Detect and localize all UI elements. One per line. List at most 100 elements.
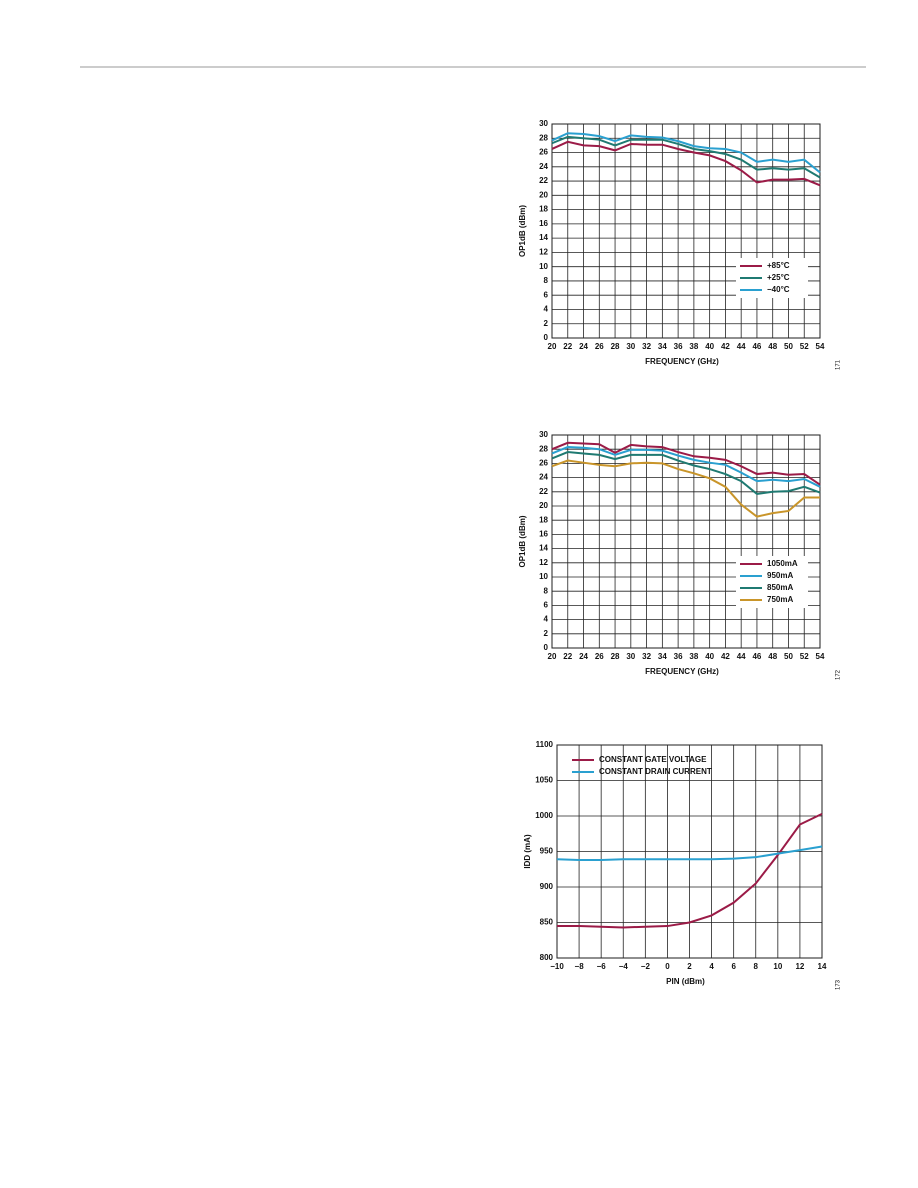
y-tick-label: 16 — [539, 530, 548, 539]
figure-number: 173 — [836, 979, 842, 990]
x-tick-label: 42 — [721, 652, 730, 661]
x-tick-label: 2 — [687, 962, 692, 971]
x-tick-label: 54 — [816, 342, 825, 351]
y-axis-label: IDD (mA) — [523, 834, 532, 869]
y-tick-label: 18 — [539, 205, 548, 214]
legend-label: +85°C — [767, 261, 790, 270]
y-axis-label: OP1dB (dBm) — [518, 515, 527, 567]
x-tick-label: 36 — [674, 652, 683, 661]
legend-label: −40°C — [767, 285, 790, 294]
x-tick-label: 26 — [595, 342, 604, 351]
y-tick-label: 8 — [544, 586, 549, 595]
x-tick-label: −8 — [575, 962, 585, 971]
series-line — [557, 812, 823, 929]
y-tick-label: 10 — [539, 572, 548, 581]
y-tick-label: 10 — [539, 262, 548, 271]
x-tick-label: 12 — [795, 962, 804, 971]
y-tick-label: 12 — [539, 558, 548, 567]
x-tick-label: 32 — [642, 652, 651, 661]
series-line — [551, 446, 821, 488]
x-tick-label: −10 — [550, 962, 564, 971]
y-tick-label: 800 — [540, 953, 554, 962]
y-tick-label: 950 — [540, 847, 554, 856]
x-tick-label: 20 — [548, 342, 557, 351]
y-tick-label: 14 — [539, 233, 548, 242]
legend-label: CONSTANT GATE VOLTAGE — [599, 755, 707, 764]
y-tick-label: 4 — [544, 305, 549, 314]
x-axis-label: PIN (dBm) — [666, 977, 705, 986]
x-tick-label: 10 — [773, 962, 782, 971]
y-tick-label: 14 — [539, 544, 548, 553]
x-tick-label: 34 — [658, 652, 667, 661]
y-tick-label: 12 — [539, 248, 548, 257]
x-tick-label: 20 — [548, 652, 557, 661]
x-tick-label: 46 — [752, 342, 761, 351]
series-line — [551, 451, 821, 495]
x-tick-label: 48 — [768, 652, 777, 661]
series-line — [551, 132, 821, 174]
x-tick-label: 38 — [689, 652, 698, 661]
legend-label: 850mA — [767, 583, 793, 592]
series-line — [556, 845, 823, 862]
y-tick-label: 850 — [540, 918, 554, 927]
y-tick-label: 24 — [539, 473, 548, 482]
x-tick-label: 42 — [721, 342, 730, 351]
y-tick-label: 26 — [539, 148, 548, 157]
x-tick-label: 32 — [642, 342, 651, 351]
y-tick-label: 22 — [539, 176, 548, 185]
x-tick-label: 38 — [689, 342, 698, 351]
series-line — [551, 135, 821, 179]
x-tick-label: 6 — [731, 962, 736, 971]
x-tick-label: 46 — [752, 652, 761, 661]
x-tick-label: 30 — [626, 652, 635, 661]
x-tick-label: 30 — [626, 342, 635, 351]
y-tick-label: 20 — [539, 190, 548, 199]
y-axis-label: OP1dB (dBm) — [518, 205, 527, 257]
y-tick-label: 6 — [544, 601, 549, 610]
x-tick-label: 36 — [674, 342, 683, 351]
plot-area — [551, 434, 821, 649]
x-tick-label: 0 — [665, 962, 670, 971]
y-tick-label: 16 — [539, 219, 548, 228]
x-tick-label: 50 — [784, 652, 793, 661]
y-tick-label: 28 — [539, 444, 548, 453]
x-tick-label: 52 — [800, 652, 809, 661]
y-tick-label: 30 — [539, 119, 548, 128]
x-tick-label: 34 — [658, 342, 667, 351]
y-tick-label: 0 — [544, 333, 549, 342]
x-tick-label: 50 — [784, 342, 793, 351]
y-tick-label: 2 — [544, 319, 549, 328]
plot-area — [551, 123, 821, 339]
x-tick-label: 48 — [768, 342, 777, 351]
y-tick-label: 6 — [544, 290, 549, 299]
series-line — [551, 140, 821, 187]
x-axis-label: FREQUENCY (GHz) — [645, 667, 719, 676]
y-tick-label: 1100 — [536, 740, 554, 749]
x-tick-label: 24 — [579, 342, 588, 351]
x-tick-label: 14 — [818, 962, 827, 971]
y-tick-label: 0 — [544, 643, 549, 652]
legend-label: 950mA — [767, 571, 793, 580]
y-tick-label: 26 — [539, 459, 548, 468]
x-tick-label: 22 — [563, 342, 572, 351]
y-tick-label: 18 — [539, 515, 548, 524]
series-line — [551, 441, 821, 486]
y-tick-label: 2 — [544, 629, 549, 638]
x-tick-label: 22 — [563, 652, 572, 661]
x-tick-label: 40 — [705, 652, 714, 661]
x-tick-label: 4 — [709, 962, 714, 971]
y-tick-label: 20 — [539, 501, 548, 510]
y-tick-label: 4 — [544, 615, 549, 624]
legend-label: 750mA — [767, 595, 793, 604]
legend-label: 1050mA — [767, 559, 798, 568]
x-tick-label: 26 — [595, 652, 604, 661]
figure-number: 171 — [836, 359, 842, 370]
series-line — [551, 459, 820, 518]
x-tick-label: 28 — [611, 342, 620, 351]
y-tick-label: 30 — [539, 430, 548, 439]
x-tick-label: 24 — [579, 652, 588, 661]
x-tick-label: 52 — [800, 342, 809, 351]
x-axis-label: FREQUENCY (GHz) — [645, 357, 719, 366]
y-tick-label: 1050 — [535, 776, 553, 785]
x-tick-label: 28 — [611, 652, 620, 661]
